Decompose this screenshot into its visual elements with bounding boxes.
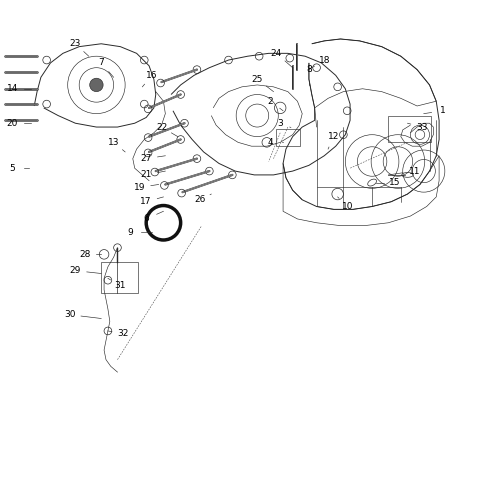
Text: 28: 28 (79, 250, 91, 259)
Text: 26: 26 (194, 195, 205, 204)
Text: 5: 5 (9, 164, 15, 173)
Bar (101, 262, 138, 293)
Bar (276, 129, 300, 146)
Text: 10: 10 (341, 202, 353, 211)
Text: 12: 12 (328, 132, 339, 141)
Text: 19: 19 (134, 183, 145, 192)
Text: 14: 14 (7, 84, 18, 93)
Text: 6: 6 (144, 215, 149, 224)
Text: 11: 11 (408, 167, 420, 176)
Bar (388, 116, 432, 143)
Text: 7: 7 (98, 59, 104, 67)
Text: 15: 15 (389, 178, 401, 187)
Text: 22: 22 (156, 122, 167, 132)
Text: 27: 27 (141, 154, 152, 163)
Text: 29: 29 (70, 266, 81, 275)
Text: 1: 1 (440, 106, 446, 115)
Text: 21: 21 (141, 170, 152, 180)
Text: 3: 3 (277, 119, 283, 128)
Text: 30: 30 (64, 310, 75, 319)
Text: 13: 13 (108, 138, 120, 147)
Text: 23: 23 (70, 39, 81, 48)
Text: 16: 16 (146, 71, 158, 80)
Text: 4: 4 (268, 138, 274, 147)
Text: 9: 9 (127, 228, 133, 237)
Text: 20: 20 (7, 119, 18, 128)
Text: 31: 31 (115, 281, 126, 290)
Text: 32: 32 (118, 329, 129, 338)
Text: 18: 18 (319, 56, 330, 64)
Text: 2: 2 (268, 96, 274, 106)
Text: 25: 25 (252, 75, 263, 84)
Circle shape (90, 78, 103, 92)
Text: 17: 17 (141, 197, 152, 206)
Text: 24: 24 (271, 49, 282, 58)
Text: 33: 33 (416, 122, 428, 132)
Text: 8: 8 (306, 65, 312, 74)
